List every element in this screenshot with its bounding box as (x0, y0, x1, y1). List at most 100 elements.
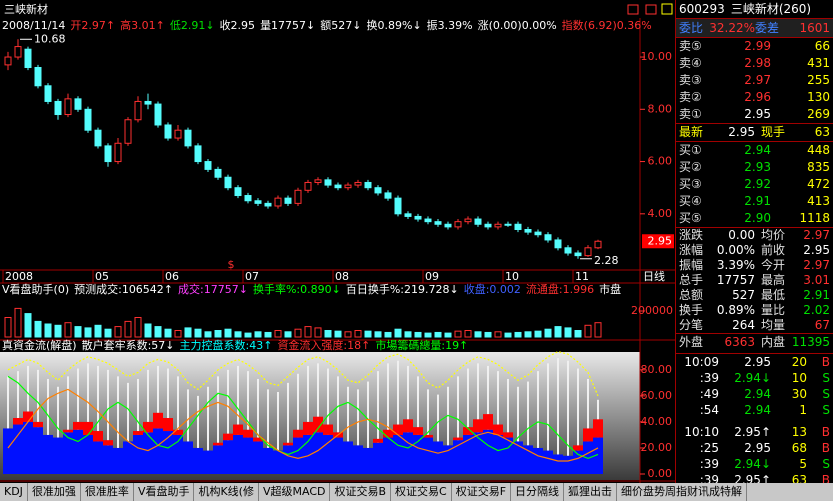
tab[interactable]: V超级MACD (259, 483, 331, 501)
volume-bar (284, 331, 292, 338)
tab[interactable]: KDJ (0, 483, 28, 501)
candle-body (564, 247, 572, 254)
header-segment: 真資金流(解盘) (2, 338, 77, 352)
book-label: 买④ (679, 194, 702, 208)
stat-row: 振幅 3.39% 今开 2.97 (676, 258, 833, 273)
tab[interactable]: 很准加强 (28, 483, 81, 501)
indicator-bar (133, 434, 143, 475)
y-tick-label: 80.00 (641, 363, 673, 376)
outer-label: 外盘 (679, 335, 704, 349)
last-price-label: 2.95 (648, 234, 673, 247)
volume-bar (384, 331, 392, 338)
header-segment: 流通盘:1.996 (526, 282, 594, 296)
tab[interactable]: 机构K线(修 (194, 483, 259, 501)
tick-price: 2.95 (744, 441, 771, 455)
indicator-bar (433, 441, 443, 475)
tab[interactable]: 很准胜率 (81, 483, 134, 501)
header-segment: 收盘:0.002 (464, 282, 521, 296)
volume-bar (84, 327, 92, 338)
book-volume: 835 (807, 160, 830, 174)
candle-body (4, 56, 12, 66)
indicator-bar (323, 434, 333, 475)
header-segment: 百日换手%:219.728↓ (346, 282, 459, 296)
candle-body (374, 187, 382, 194)
button[interactable] (627, 4, 639, 15)
indicator-bar (173, 429, 183, 435)
buy-row: 买② 2.93 835 (676, 159, 833, 176)
ratio-cell: 委比 (679, 21, 704, 35)
indicator-bar (87, 363, 89, 475)
stat-label: 均量 (761, 318, 786, 332)
stat-row: 总额 527 最低 2.91 (676, 288, 833, 303)
indicator-bar (243, 437, 253, 475)
indicator-bar (287, 382, 289, 475)
indicator-bar (507, 378, 509, 475)
stat-row: 分笔 264 均量 67 (676, 318, 833, 333)
volume-bar (454, 330, 462, 338)
candle-body (274, 197, 282, 207)
candle-body (334, 184, 342, 189)
indicator-bar (7, 376, 9, 475)
indicator-line (7, 388, 599, 462)
ratio-row: 委比 32.22% 委差 1601 (676, 18, 833, 37)
indicator-bar (423, 437, 433, 475)
y-tick-label: 6.00 (648, 155, 673, 168)
stat-label: 振幅 (679, 258, 704, 272)
tab[interactable]: 权证交易F (452, 483, 512, 501)
indicator-bar (203, 450, 213, 475)
last-row: 最新 2.95 现手 63 (676, 123, 833, 141)
indicator-bar (333, 437, 343, 475)
candle-body (584, 247, 592, 257)
button[interactable] (661, 3, 673, 15)
y-tick-label: 4.00 (648, 207, 673, 220)
tab[interactable]: 权证交易C (391, 483, 452, 501)
tick-time: :39 (699, 371, 719, 385)
tick-side: B (821, 473, 830, 487)
indicator-bar (117, 376, 119, 475)
tab[interactable]: 细价盘势周指财讯成特解 (617, 483, 748, 501)
sell-row: 卖② 2.96 130 (676, 89, 833, 106)
indicator-bar (383, 429, 393, 438)
book-label: 卖① (679, 107, 702, 121)
header-segment: 预测成交:106542↑ (74, 282, 173, 296)
tick-row: :39 2.94↓ 5 S (676, 456, 833, 472)
window-title: 三峡新材 (4, 2, 48, 16)
tick-row: :54 2.94 1 S (676, 402, 833, 418)
tick-price: 2.94↓ (734, 457, 771, 471)
candle-body (224, 176, 232, 189)
tick-time: :39 (699, 457, 719, 471)
tick-volume: 13 (791, 425, 807, 439)
volume-bar (214, 329, 222, 338)
tab[interactable]: 权证交易B (330, 483, 392, 501)
candle-body (394, 197, 402, 215)
indicator-bar (583, 441, 593, 475)
button[interactable] (645, 4, 657, 15)
tick-row: :25 2.95 68 B (676, 440, 833, 456)
stat-label: 总额 (679, 288, 704, 302)
tab[interactable]: 日分隔线 (511, 483, 565, 501)
candle-body (534, 231, 542, 236)
indicator-bar (237, 365, 239, 475)
volume-bar (154, 326, 162, 338)
indicator-bar (213, 445, 223, 475)
tick-side: B (821, 425, 830, 439)
candle-body (504, 223, 512, 226)
tab[interactable]: 狐狸出击 (564, 483, 618, 501)
tab-bar: KDJ 很准加强 很准胜率 V看盘助手 机构K线(修 V超级MACD 权证交易B 权证交易C 权… (0, 483, 833, 501)
stat-label: 总手 (679, 273, 704, 287)
window-buttons[interactable] (627, 3, 673, 15)
indicator-bar (43, 434, 53, 475)
tab[interactable]: V看盘助手 (134, 483, 195, 501)
volume-bar (364, 330, 372, 338)
header-segment: 换0.89%↓ (367, 18, 422, 32)
stat-row: 总手 17757 最高 3.01 (676, 273, 833, 288)
volume-bar (544, 328, 552, 338)
candle-body (194, 145, 202, 163)
candle-body (184, 129, 192, 147)
indicator-bar (403, 419, 413, 433)
tick-side: S (822, 403, 830, 417)
sell-row: 卖⑤ 2.99 66 (676, 37, 833, 55)
volume-bar (114, 326, 122, 338)
tick-side: S (822, 371, 830, 385)
volume-bar (104, 328, 112, 338)
